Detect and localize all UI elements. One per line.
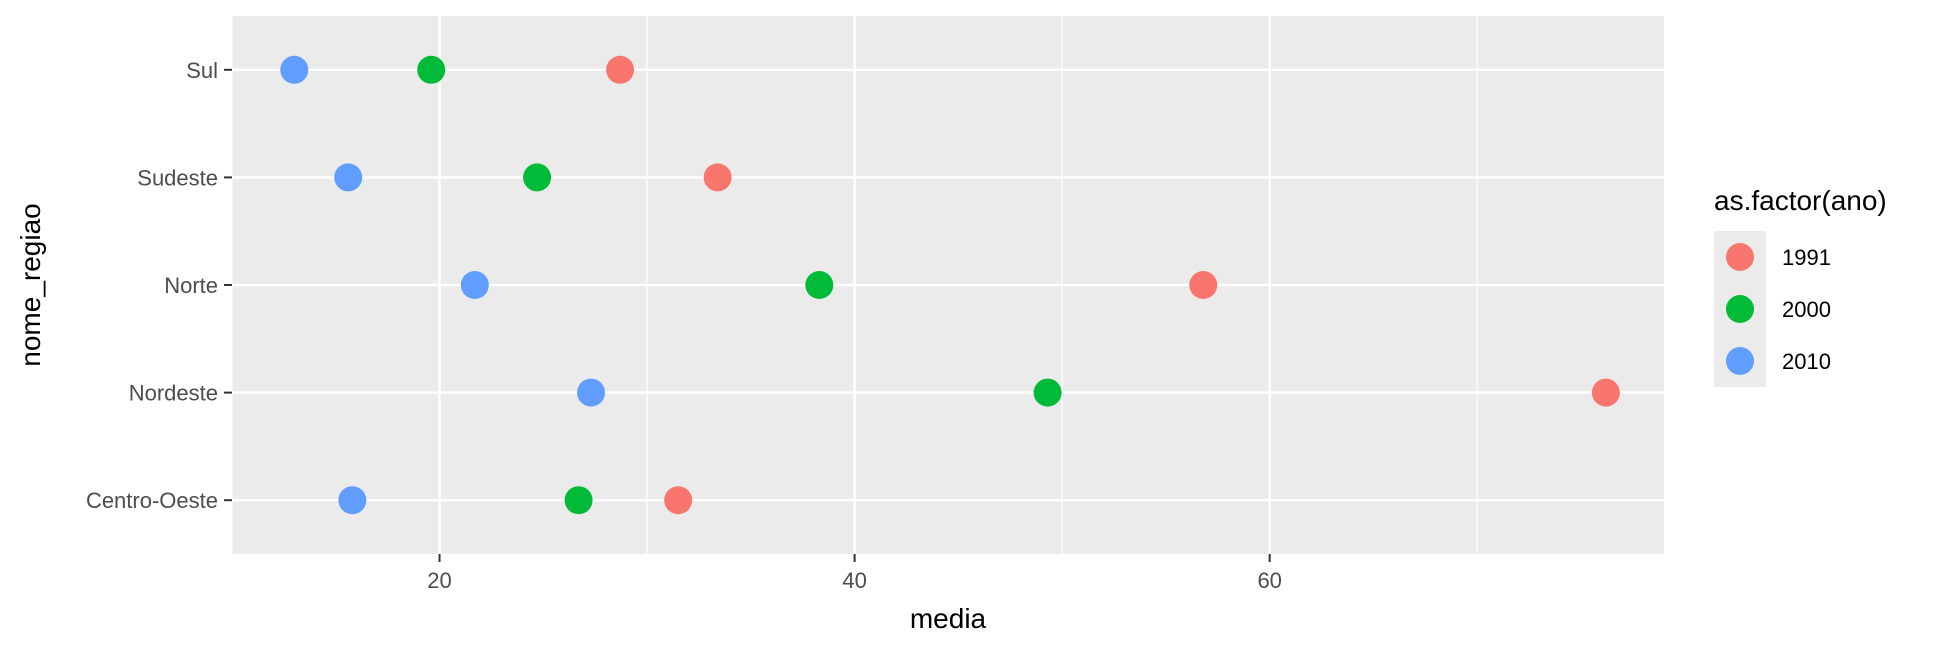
legend: as.factor(ano) 1991 2000 2010 — [1714, 185, 1887, 387]
legend-label: 2010 — [1782, 349, 1831, 374]
data-point-2010 — [338, 486, 367, 515]
data-point-2010 — [577, 378, 606, 407]
legend-key-2000 — [1726, 295, 1754, 323]
legend-label: 1991 — [1782, 245, 1831, 270]
data-point-2000 — [564, 486, 593, 515]
data-point-1991 — [1591, 378, 1620, 407]
data-point-1991 — [1189, 271, 1218, 299]
legend-title: as.factor(ano) — [1714, 185, 1887, 216]
data-point-2000 — [1033, 378, 1062, 407]
x-axis: 20 40 60 — [427, 554, 1282, 593]
data-point-1991 — [664, 486, 693, 515]
y-tick-label: Sudeste — [137, 165, 218, 190]
data-point-2000 — [523, 163, 552, 192]
data-point-2010 — [280, 55, 309, 84]
x-tick-label: 20 — [427, 568, 451, 593]
data-point-1991 — [606, 55, 635, 84]
legend-key-1991 — [1726, 243, 1754, 271]
y-axis: Centro-Oeste Nordeste Norte Sudeste Sul — [86, 58, 232, 513]
y-tick-label: Sul — [186, 58, 218, 83]
data-point-2000 — [417, 55, 446, 84]
data-point-2010 — [334, 163, 363, 192]
data-point-1991 — [703, 163, 732, 192]
major-gridlines — [232, 16, 1664, 554]
data-point-2000 — [805, 271, 834, 299]
x-tick-label: 40 — [842, 568, 866, 593]
data-point-2010 — [460, 271, 489, 299]
y-axis-title: nome_regiao — [15, 203, 46, 366]
legend-key-2010 — [1726, 347, 1754, 375]
legend-label: 2000 — [1782, 297, 1831, 322]
y-tick-label: Nordeste — [129, 381, 218, 406]
y-tick-label: Centro-Oeste — [86, 488, 218, 513]
data-points — [280, 55, 1620, 515]
x-tick-label: 60 — [1257, 568, 1281, 593]
y-tick-label: Norte — [164, 273, 218, 298]
x-axis-title: media — [910, 603, 987, 634]
